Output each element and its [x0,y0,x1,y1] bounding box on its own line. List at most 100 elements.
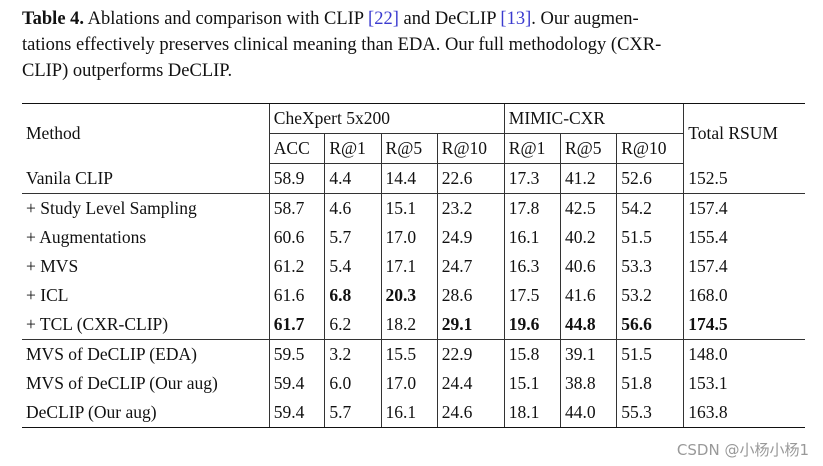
table-cell: 17.1 [380,252,438,281]
header-row: Method CheXpert 5x200 MIMIC-CXR Total RSUM [22,103,805,164]
table-cell: 157.4 [683,252,805,281]
table-cell: 20.3 [380,281,438,310]
table-cell: 29.1 [436,310,505,340]
table-cell: 59.4 [268,398,325,428]
table-cell: 18.1 [503,398,561,428]
table-row: DeCLIP (Our aug) 59.4 5.7 16.1 24.6 18.1 44.0 5… [22,398,805,428]
table-cell: 15.8 [503,339,561,369]
table-cell: 51.5 [616,223,684,252]
table-cell: MVS of DeCLIP (EDA) [26,344,197,364]
table-cell: + Augmentations [26,227,147,247]
table-cell: 53.2 [616,281,684,310]
table-cell: 148.0 [683,339,805,369]
table-row: MVS of DeCLIP (Our aug) 59.4 6.0 17.0 24.4 15… [22,369,805,398]
table-cell: 4.6 [324,193,382,223]
header-cell: R@10 [616,133,684,164]
caption-line: Table 4. Ablations and comparison with C… [22,6,812,32]
table-cell: 153.1 [683,369,805,398]
table-cell: 56.6 [616,310,684,340]
header-cell: ACC [268,133,325,164]
table-cell: 6.0 [324,369,382,398]
table-cell: 54.2 [616,193,684,223]
table-cell: 44.8 [559,310,617,340]
table-cell: 3.2 [324,339,382,369]
citation: [13] [500,9,532,29]
header-cell: R@5 [380,133,438,164]
table-cell: 61.7 [268,310,325,340]
table-cell: 18.2 [380,310,438,340]
table-cell: 17.5 [503,281,561,310]
table-row: + MVS 61.2 5.4 17.1 24.7 16.3 40.6 53.3 157.4 [22,252,805,281]
table-cell: 6.8 [324,281,382,310]
table-cell: 16.1 [380,398,438,428]
table-row: + Study Level Sampling 58.7 4.6 15.1 23.2 17.… [22,193,805,223]
citation: [22] [368,9,399,29]
ablation-table: Method CheXpert 5x200 MIMIC-CXR Total RSUM A… [22,103,805,428]
table-row: MVS of DeCLIP (EDA) 59.5 3.2 15.5 22.9 15.8 39… [22,339,805,369]
table-cell: 17.8 [503,193,561,223]
table-cell: 22.6 [436,163,505,194]
caption: Table 4. Ablations and comparison with C… [22,6,812,84]
table-row: + TCL (CXR-CLIP) 61.7 6.2 18.2 29.1 19.6 44.8 5… [22,310,805,340]
caption-line: CLIP) outperforms DeCLIP. [22,58,812,84]
header-cell: MIMIC-CXR [503,103,684,134]
table-cell: 51.8 [616,369,684,398]
table-cell: 174.5 [683,310,805,340]
table-cell: 55.3 [616,398,684,428]
table-cell: 5.7 [324,223,382,252]
table-cell: 5.7 [324,398,382,428]
table-row: Vanila CLIP 58.9 4.4 14.4 22.6 17.3 41.2 52.6 15… [22,163,805,194]
table-cell: DeCLIP (Our aug) [22,398,270,428]
table-row: + Augmentations 60.6 5.7 17.0 24.9 16.1 40.2 51… [22,223,805,252]
table-cell: 23.2 [436,193,505,223]
table-cell: 15.1 [503,369,561,398]
table-cell: 157.4 [683,193,805,223]
table-cell: 61.6 [268,281,325,310]
table-cell: 38.8 [559,369,617,398]
table-cell: + TCL (CXR-CLIP) [22,310,270,340]
table-cell: 61.2 [268,252,325,281]
watermark: CSDN @小杨小杨1 [676,441,809,459]
caption-text: . Our augmen- [531,9,639,29]
caption-text: Ablations and comparison with CLIP [87,9,369,29]
table-cell: 19.6 [503,310,561,340]
table-cell: 41.2 [559,163,617,194]
header-cell: R@1 [503,133,561,164]
table-cell: 44.0 [559,398,617,428]
table-cell: 42.5 [559,193,617,223]
header-cell: Total RSUM [683,103,805,164]
header-cell: Method [22,103,270,164]
table-cell: 15.1 [380,193,438,223]
table-cell: 16.3 [503,252,561,281]
table-cell: 6.2 [324,310,382,340]
table-cell: 58.9 [268,163,325,194]
table-cell: 24.9 [436,223,505,252]
caption-text: and DeCLIP [398,9,501,29]
table-cell: + MVS [26,256,79,276]
caption-text: tations effectively preserves clinical m… [22,35,662,55]
table-cell: 152.5 [683,163,805,194]
table-cell: 53.3 [616,252,684,281]
table-row: + ICL 61.6 6.8 20.3 28.6 17.5 41.6 53.2 168.0 [22,281,805,310]
table-cell: 59.5 [268,339,325,369]
table-cell: 41.6 [559,281,617,310]
table-cell: 39.1 [559,339,617,369]
table-cell: 24.4 [436,369,505,398]
table-cell: + Study Level Sampling [26,198,197,218]
table-cell: 14.4 [380,163,438,194]
table-cell: 168.0 [683,281,805,310]
table-cell: + ICL [26,285,69,305]
table-cell: 40.6 [559,252,617,281]
caption-label: Table 4. [22,9,85,29]
table-cell: 51.5 [616,339,684,369]
table-cell: 155.4 [683,223,805,252]
table-cell: 17.0 [380,369,438,398]
table-cell: 24.7 [436,252,505,281]
table-cell: 4.4 [324,163,382,194]
table-cell: MVS of DeCLIP (Our aug) [26,373,218,393]
header-cell: R@10 [436,133,505,164]
caption-text: CLIP) outperforms DeCLIP. [22,61,233,81]
header-cell: CheXpert 5x200 [268,103,505,134]
table-cell: 5.4 [324,252,382,281]
